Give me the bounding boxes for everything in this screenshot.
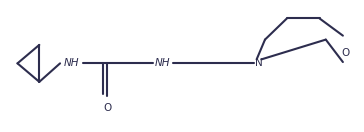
Text: NH: NH	[154, 58, 170, 68]
Text: N: N	[254, 58, 262, 68]
Text: O: O	[103, 103, 111, 113]
Text: O: O	[342, 48, 350, 58]
Text: NH: NH	[63, 58, 79, 68]
